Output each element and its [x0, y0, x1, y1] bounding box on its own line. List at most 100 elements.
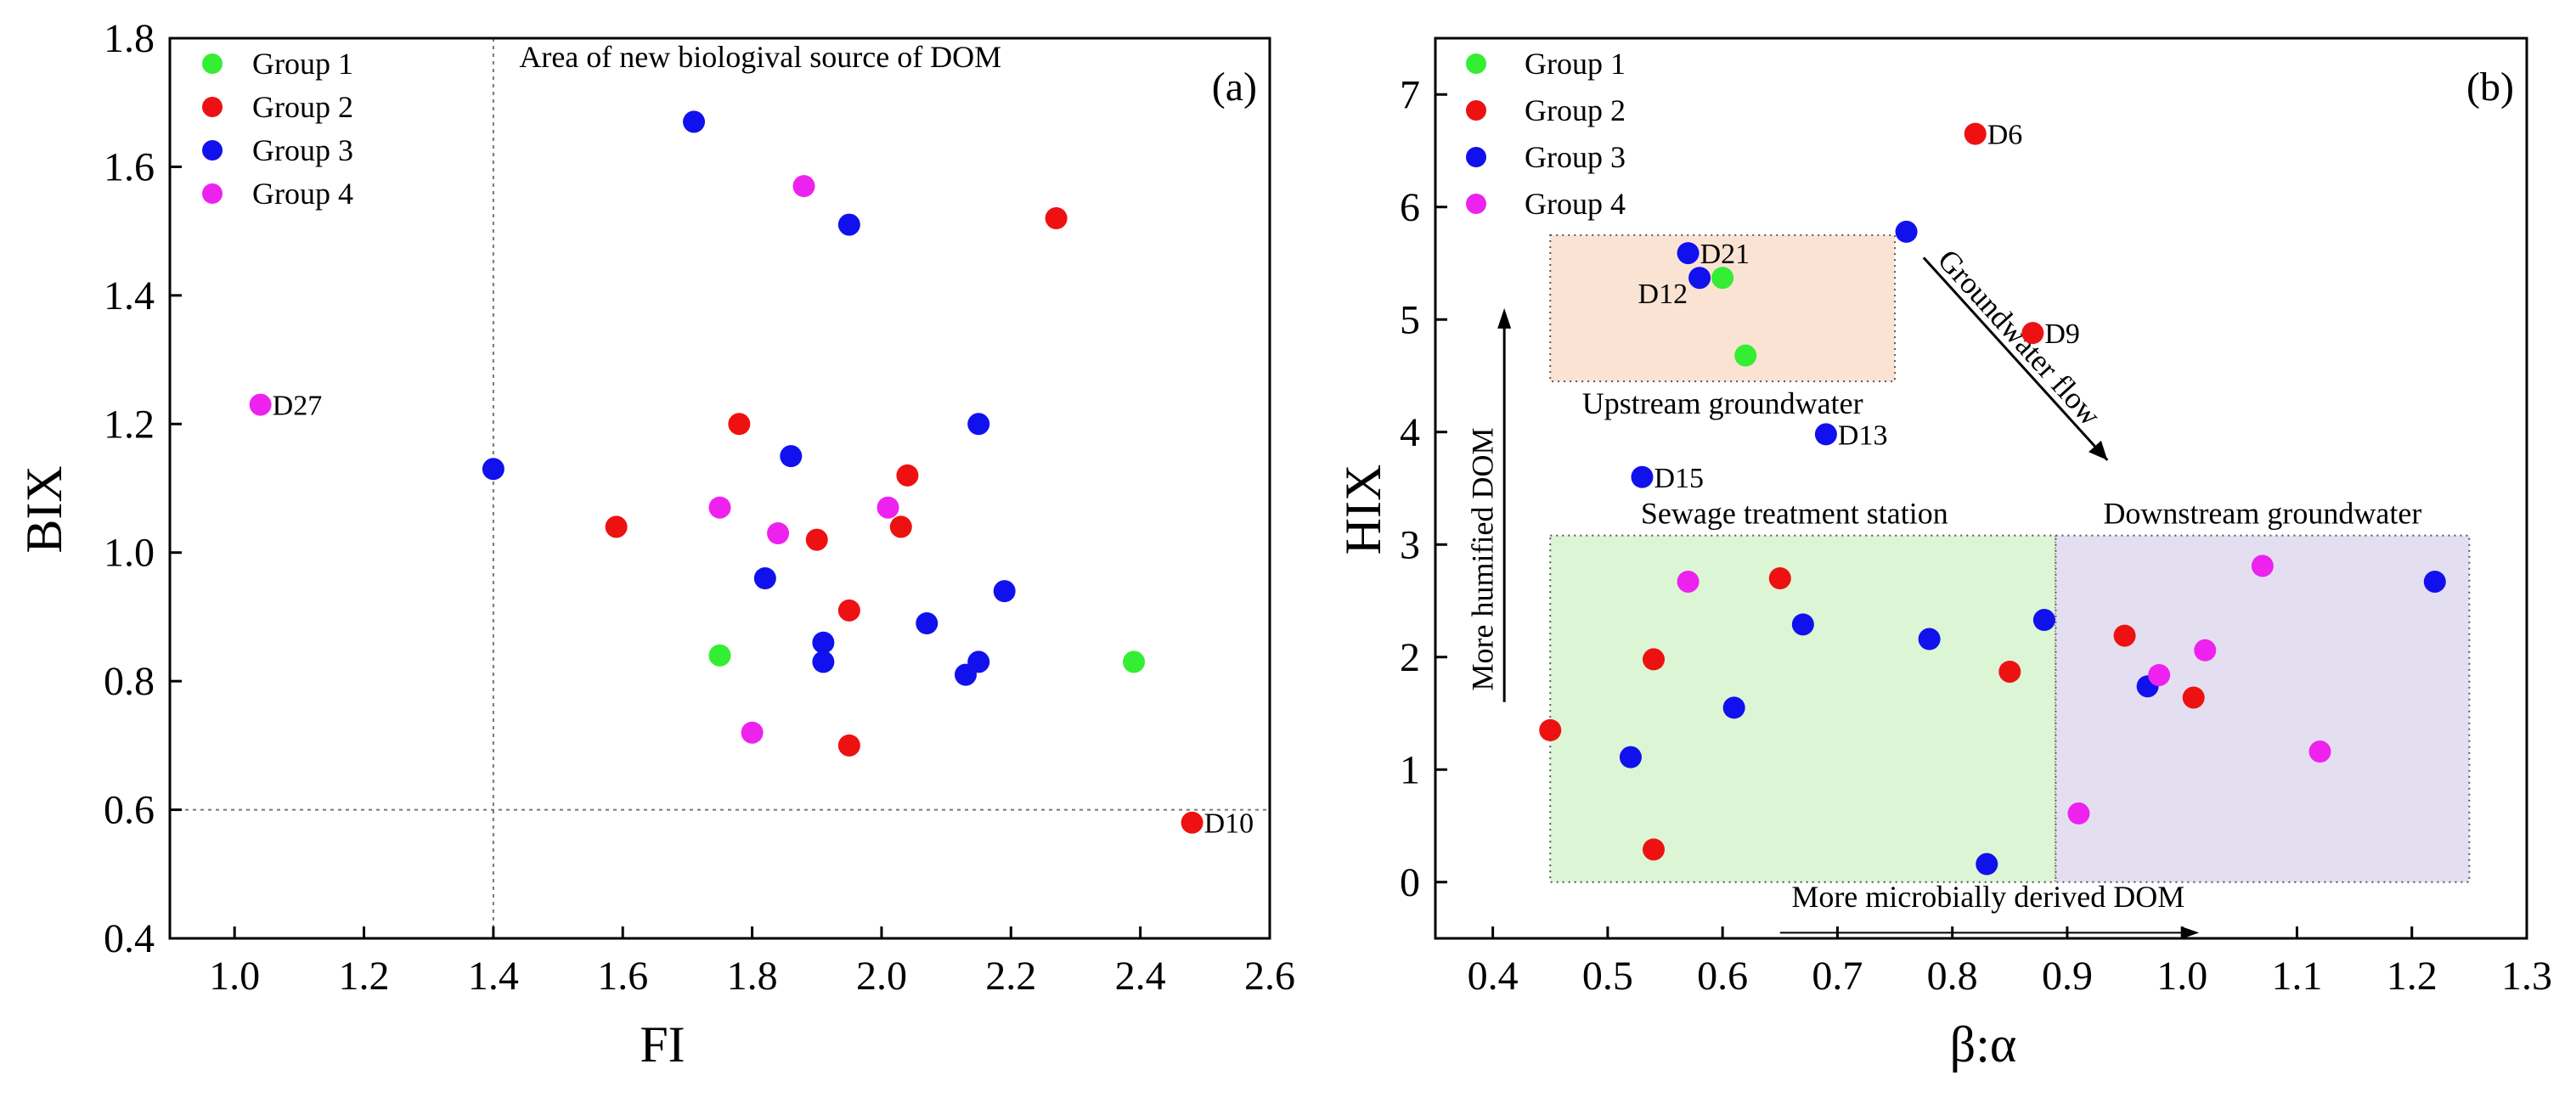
plot-frame [168, 37, 1271, 940]
x-tick-label: 1.8 [727, 954, 778, 999]
point-label: D9 [2044, 318, 2080, 350]
legend-label: Group 4 [252, 177, 353, 211]
region-box [1549, 234, 1897, 383]
data-point [1677, 242, 1699, 265]
x-tick-label: 0.9 [2042, 954, 2093, 999]
point-label: D10 [1204, 808, 1254, 840]
data-point [889, 515, 912, 538]
data-point [683, 110, 706, 133]
data-point [812, 631, 835, 654]
data-point [1722, 696, 1745, 719]
legend-marker [1466, 100, 1486, 121]
data-point [792, 175, 815, 198]
x-tick-label: 1.0 [209, 954, 260, 999]
x-tick-label: 0.6 [1697, 954, 1748, 999]
data-point [2423, 570, 2446, 593]
region-box [2055, 534, 2471, 883]
point-label: D13 [1838, 419, 1888, 451]
legend-marker [202, 183, 223, 204]
flow-arrow-line [1922, 256, 2109, 461]
x-tick-label: 1.2 [2387, 954, 2438, 999]
data-point [1619, 746, 1642, 769]
y-tick-label: 1.4 [104, 273, 155, 318]
x-tick-label: 2.2 [985, 954, 1036, 999]
data-point [1688, 267, 1711, 290]
x-tick-label: 0.8 [1927, 954, 1978, 999]
legend-label: Group 3 [1525, 140, 1626, 174]
y-tick-label: 4 [1400, 410, 1420, 455]
legend-label: Group 2 [1525, 93, 1626, 127]
x-tick-label: 2.6 [1244, 954, 1295, 999]
data-point [2021, 322, 2044, 345]
x-tick-label: 0.4 [1468, 954, 1519, 999]
panel-tag: (a) [1212, 65, 1257, 110]
data-point [1711, 267, 1734, 290]
annotation-text: More humified DOM [1466, 428, 1500, 691]
microbial-arrow-head [2182, 926, 2200, 939]
y-tick-label: 7 [1400, 72, 1420, 117]
legend-label: Group 1 [252, 47, 353, 81]
annotation-text: Groundwater flow [1931, 243, 2108, 432]
panel-a-chart: Area of new biologival source of DOM D10 D… [16, 16, 1295, 1073]
data-point [1539, 718, 1562, 741]
y-tick-label: 0 [1400, 860, 1420, 905]
data-point [1643, 838, 1665, 861]
point-label: D15 [1654, 463, 1704, 494]
data-point [2113, 624, 2136, 647]
data-point [1895, 220, 1918, 243]
region-box [1549, 534, 2057, 883]
data-point [1045, 207, 1068, 229]
x-tick-label: 1.4 [468, 954, 519, 999]
data-point [993, 580, 1016, 603]
data-point [482, 458, 504, 481]
data-point [2067, 802, 2090, 825]
data-point [2148, 663, 2171, 686]
y-tick-label: 3 [1400, 522, 1420, 567]
data-point [1768, 567, 1791, 589]
x-tick-label: 1.3 [2501, 954, 2552, 999]
legend-marker [1466, 194, 1486, 214]
legend-label: Group 1 [1525, 47, 1626, 81]
region-label: Downstream groundwater [2103, 497, 2421, 531]
plot-frame [1434, 37, 2528, 940]
data-point [916, 612, 939, 634]
data-point [2182, 686, 2205, 709]
flow-arrow-head [2088, 440, 2108, 460]
legend-label: Group 2 [252, 90, 353, 124]
y-tick-label: 2 [1400, 635, 1420, 680]
data-point [2032, 609, 2055, 632]
data-point [728, 413, 751, 436]
region-label: Upstream groundwater [1582, 386, 1863, 420]
x-tick-label: 0.5 [1582, 954, 1633, 999]
x-tick-label: 1.1 [2271, 954, 2322, 999]
y-tick-label: 5 [1400, 297, 1420, 342]
data-point [1814, 423, 1837, 446]
data-point [780, 445, 803, 468]
y-tick-label: 0.8 [104, 659, 155, 704]
data-point [1123, 650, 1146, 673]
y-tick-label: 0.4 [104, 916, 155, 961]
data-point [1998, 660, 2021, 683]
y-tick-label: 1.6 [104, 144, 155, 189]
point-label: D21 [1700, 239, 1750, 270]
legend-marker [202, 97, 223, 117]
data-point [753, 567, 776, 589]
data-point [1964, 122, 1987, 145]
data-point [767, 522, 790, 544]
region-label: Sewage treatment station [1641, 497, 1948, 531]
panel-tag: (b) [2466, 65, 2514, 110]
y-tick-label: 6 [1400, 185, 1420, 230]
data-point [2194, 639, 2217, 662]
x-tick-label: 1.0 [2156, 954, 2207, 999]
point-label: D27 [273, 391, 323, 422]
x-tick-label: 2.0 [856, 954, 907, 999]
data-point [812, 650, 835, 673]
y-tick-label: 1 [1400, 747, 1420, 792]
x-tick-label: 2.4 [1115, 954, 1166, 999]
data-point [249, 393, 272, 416]
legend-label: Group 4 [1525, 187, 1626, 221]
y-axis-label: HIX [1335, 465, 1391, 555]
legend-marker [202, 140, 223, 160]
y-tick-label: 1.8 [104, 16, 155, 61]
